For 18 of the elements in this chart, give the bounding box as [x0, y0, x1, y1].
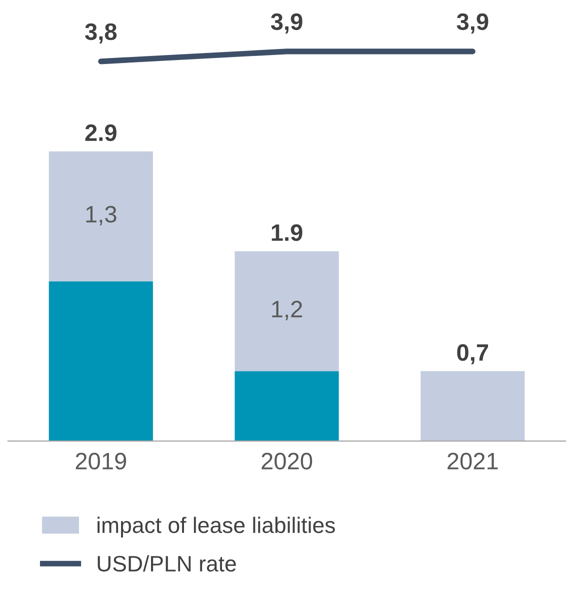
data-label: 1,3 — [86, 206, 116, 226]
x-tick-label: 2019 — [76, 452, 126, 470]
legend-label: impact of lease liabilities — [98, 516, 335, 538]
total-label: 1.9 — [272, 224, 302, 242]
data-label: 3,9 — [270, 13, 302, 34]
bar — [48, 151, 153, 282]
data-label: 3,9 — [456, 13, 488, 34]
legend-label: USD/PLN rate — [98, 555, 236, 572]
bar — [48, 281, 153, 442]
data-label: 3,8 — [85, 23, 117, 44]
bar — [234, 251, 339, 372]
x-tick-label: 2021 — [448, 452, 498, 470]
total-label: 0,7 — [457, 344, 488, 364]
bar — [420, 371, 525, 442]
total-label: 2.9 — [85, 124, 116, 142]
bar — [234, 371, 339, 442]
data-label: 1,2 — [272, 300, 302, 320]
x-tick-label: 2020 — [262, 452, 312, 470]
